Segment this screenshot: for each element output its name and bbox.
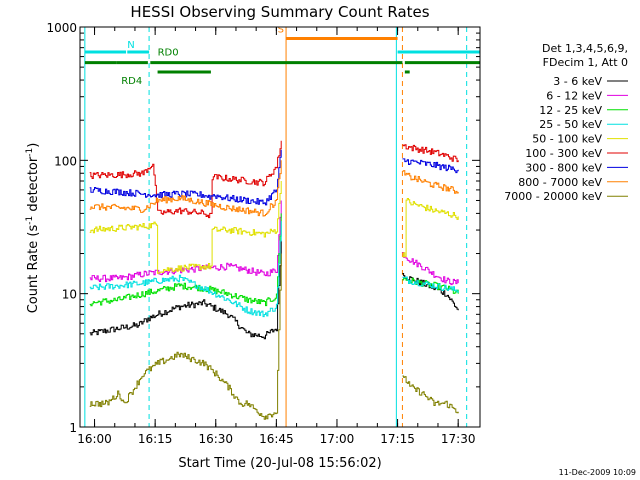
footer-timestamp: 11-Dec-2009 10:09 xyxy=(559,468,636,477)
y-tick-label: 10 xyxy=(62,288,77,302)
series-line-8-1 xyxy=(402,375,459,414)
plot-area: N S RD0 RD4 xyxy=(84,24,480,427)
legend-entry-label: 3 - 6 keV xyxy=(553,75,602,88)
series-line-3-1 xyxy=(402,276,459,293)
series-line-6-0 xyxy=(89,149,282,206)
legend-entry-label: 6 - 12 keV xyxy=(546,89,602,102)
legend-entry-label: 300 - 800 keV xyxy=(525,161,602,174)
plot-frame xyxy=(79,26,481,428)
series-line-8-0 xyxy=(89,253,282,420)
x-tick-label: 17:30 xyxy=(441,432,476,446)
y-axis-label: Count Rate (s-1 detector-1) xyxy=(25,143,41,314)
legend: Det 1,3,4,5,6,9,FDecim 1, Att 0 3 - 6 keV… xyxy=(504,42,628,203)
x-axis-label: Start Time (20-Jul-08 15:56:02) xyxy=(178,456,381,471)
series-line-7-0 xyxy=(89,160,282,217)
series-line-1-0 xyxy=(89,200,282,283)
series-line-6-1 xyxy=(402,158,459,174)
y-tick-label: 1000 xyxy=(46,21,77,35)
series-100-300kev xyxy=(89,140,459,219)
series-line-7-1 xyxy=(402,170,459,194)
series-line-4-0 xyxy=(89,181,282,274)
legend-header-line: FDecim 1, Att 0 xyxy=(543,56,628,69)
x-tick-label: 16:00 xyxy=(77,432,112,446)
legend-entry-label: 12 - 25 keV xyxy=(539,104,602,117)
state-bar-label-rd4: RD4 xyxy=(121,76,142,87)
chart-title: HESSI Observing Summary Count Rates xyxy=(130,3,429,21)
series-6-12kev xyxy=(89,200,459,286)
series-line-1-1 xyxy=(402,252,459,286)
series-300-800kev xyxy=(89,149,459,206)
y-axis-label-sup1: -1 xyxy=(25,216,35,225)
legend-entry-label: 50 - 100 keV xyxy=(532,133,602,146)
y-axis-label-end: ) xyxy=(26,143,41,148)
series-3-6kev xyxy=(89,240,459,340)
x-tick-label: 17:15 xyxy=(380,432,415,446)
state-bar-label-rd0: RD0 xyxy=(158,48,179,59)
y-tick-label: 1 xyxy=(69,421,77,435)
x-tick-label: 16:45 xyxy=(259,432,294,446)
y-axis-label-mid: detector xyxy=(26,156,41,216)
legend-header-line: Det 1,3,4,5,6,9, xyxy=(542,42,628,55)
legend-entry-label: 100 - 300 keV xyxy=(525,147,602,160)
y-tick-label: 100 xyxy=(54,154,77,168)
legend-entry-label: 800 - 7000 keV xyxy=(518,176,602,189)
series-line-4-1 xyxy=(402,198,459,258)
x-tick-label: 16:15 xyxy=(138,432,173,446)
series-line-0-0 xyxy=(89,240,282,340)
series-line-3-0 xyxy=(89,221,282,318)
series-25-50kev xyxy=(89,221,459,318)
series-7000-20000kev xyxy=(89,253,459,420)
series-line-2-0 xyxy=(89,213,282,307)
y-axis-label-main: Count Rate (s xyxy=(26,225,41,314)
state-bar-label-n: N xyxy=(127,40,134,51)
series-line-5-1 xyxy=(402,144,459,163)
axis-ticks: 16:00 16:15 16:30 16:45 17:00 17:15 17:30 1 10 10… xyxy=(46,21,480,446)
x-tick-label: 17:00 xyxy=(320,432,355,446)
legend-entry-label: 7000 - 20000 keV xyxy=(504,190,602,203)
y-axis-label-sup2: -1 xyxy=(25,148,35,157)
plot-border xyxy=(79,26,481,428)
state-bar-label-s: S xyxy=(278,24,284,35)
legend-entry-label: 25 - 50 keV xyxy=(539,118,602,131)
series-line-5-0 xyxy=(89,140,282,219)
series-50-100kev xyxy=(89,181,459,274)
series-800-7000kev xyxy=(89,160,459,217)
x-tick-label: 16:30 xyxy=(198,432,233,446)
